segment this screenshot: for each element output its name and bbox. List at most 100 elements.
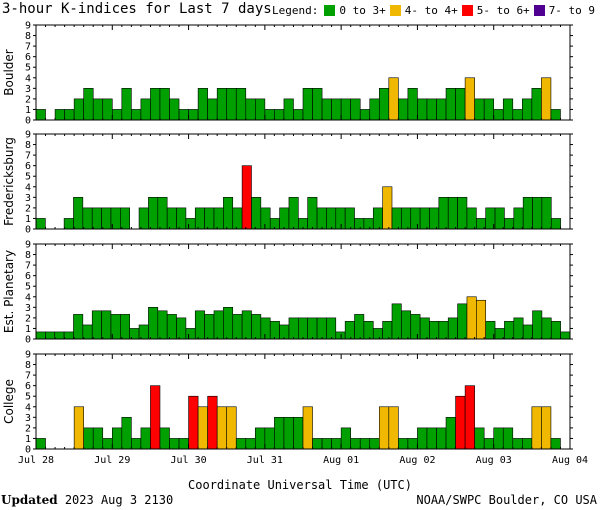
bar xyxy=(232,314,243,340)
bar xyxy=(283,417,294,450)
bar xyxy=(541,197,552,230)
bar xyxy=(235,88,247,121)
bar xyxy=(288,317,299,340)
y-tick-label: 9 xyxy=(25,350,31,361)
bar xyxy=(255,98,266,121)
legend-swatch-green xyxy=(324,5,336,16)
bar xyxy=(350,438,361,450)
bar xyxy=(407,88,418,121)
bar xyxy=(54,109,65,121)
bar xyxy=(359,438,371,450)
bar xyxy=(197,88,208,121)
bar xyxy=(455,88,466,121)
y-tick-label: 4 xyxy=(25,292,31,303)
bar xyxy=(159,88,170,121)
bar xyxy=(232,207,243,230)
bar xyxy=(91,207,102,230)
bar xyxy=(447,317,458,340)
bar xyxy=(194,207,205,230)
bar xyxy=(140,427,151,450)
bar xyxy=(92,98,104,121)
x-tick-label: Aug 02 xyxy=(399,455,435,466)
bar xyxy=(344,207,355,230)
y-tick-label: 4 xyxy=(25,73,31,84)
bar xyxy=(493,109,504,121)
y-tick-label: 9 xyxy=(25,130,31,141)
y-tick-label: 5 xyxy=(25,392,31,403)
bar xyxy=(274,109,285,121)
bar xyxy=(316,317,327,340)
bar xyxy=(302,88,313,121)
bar xyxy=(73,314,84,340)
bar xyxy=(312,438,323,450)
bar xyxy=(150,88,161,121)
y-tick-label: 2 xyxy=(25,203,31,214)
x-tick-label: Aug 03 xyxy=(476,455,512,466)
bar xyxy=(197,406,208,450)
bar xyxy=(298,317,308,340)
legend-text-green: 0 to 3+ xyxy=(339,4,386,17)
bar xyxy=(398,98,409,121)
legend-swatch-yellow xyxy=(389,5,401,16)
bar xyxy=(111,427,123,450)
bar xyxy=(363,218,374,230)
bar xyxy=(185,328,196,340)
y-tick-label: 8 xyxy=(25,250,31,261)
bar xyxy=(354,314,365,340)
bar xyxy=(120,314,130,340)
bar xyxy=(522,438,533,450)
y-tick-label: 0 xyxy=(25,445,31,456)
bar xyxy=(288,197,299,230)
bar xyxy=(245,438,256,450)
bar xyxy=(335,207,346,230)
bar xyxy=(466,296,477,340)
bar xyxy=(321,438,332,450)
bar xyxy=(483,98,495,121)
y-tick-label: 4 xyxy=(25,402,31,413)
bar xyxy=(550,109,561,121)
bar xyxy=(274,417,285,450)
bar xyxy=(474,427,485,450)
y-tick-label: 5 xyxy=(25,63,31,74)
bar xyxy=(350,98,361,121)
bar xyxy=(223,307,234,340)
bar xyxy=(213,310,224,340)
bar xyxy=(419,207,430,230)
bar xyxy=(398,438,409,450)
bar xyxy=(447,197,458,230)
bar xyxy=(532,310,543,340)
x-tick-label: Jul 31 xyxy=(247,455,283,466)
bar xyxy=(426,427,437,450)
bar xyxy=(457,303,468,340)
legend-item-green: 0 to 3+ xyxy=(324,4,386,17)
legend-item-purple: 7- to 9 xyxy=(533,4,596,17)
bar xyxy=(438,197,449,230)
bar xyxy=(354,218,365,230)
x-axis-label: Coordinate Universal Time (UTC) xyxy=(188,478,412,492)
bar xyxy=(235,438,247,450)
bar xyxy=(293,417,304,450)
bar xyxy=(513,317,524,340)
bar xyxy=(363,321,374,340)
x-tick-label: Aug 04 xyxy=(552,455,588,466)
bar xyxy=(340,427,351,450)
bar xyxy=(91,310,102,340)
bar xyxy=(476,299,486,340)
bar xyxy=(522,98,533,121)
legend-text-purple: 7- to 9 xyxy=(548,4,596,17)
bar xyxy=(331,438,342,450)
bar xyxy=(121,88,132,121)
bar xyxy=(111,109,123,121)
bar xyxy=(207,98,218,121)
bar xyxy=(531,406,542,450)
bar xyxy=(82,324,93,340)
bar xyxy=(378,406,390,450)
legend-swatch-red xyxy=(461,5,473,16)
bar xyxy=(204,314,215,340)
chart-title: 3-hour K-indices for Last 7 days xyxy=(2,1,272,17)
bar xyxy=(35,218,46,230)
bar xyxy=(429,321,440,340)
bar xyxy=(407,438,418,450)
bar xyxy=(194,310,205,340)
bar xyxy=(140,98,151,121)
